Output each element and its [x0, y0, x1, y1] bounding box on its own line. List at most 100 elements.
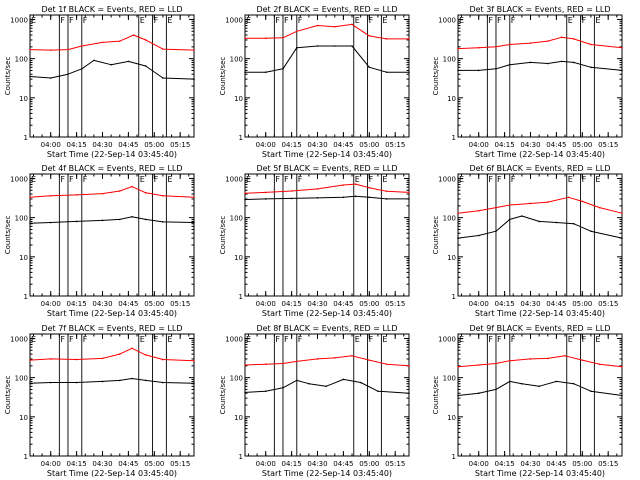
- marker-label: F: [497, 335, 502, 344]
- x-tick-label: 04:00: [41, 300, 61, 308]
- data-point: [333, 25, 336, 28]
- data-point: [75, 381, 78, 384]
- panel-5: Det 5f BLACK = Events, RED = LLD 1 10 100 10…: [219, 164, 410, 318]
- marker-label: F: [298, 175, 303, 184]
- data-point: [590, 390, 592, 393]
- data-point: [477, 46, 480, 49]
- y-tick-label: 1000: [10, 335, 28, 343]
- x-tick-label: 04:15: [495, 300, 515, 308]
- data-point: [67, 48, 69, 51]
- data-point: [29, 359, 31, 361]
- x-axis-label: Start Time (22-Sep-14 03:45:40): [262, 309, 392, 318]
- y-tick-label: 1000: [10, 175, 28, 183]
- marker-label: E: [459, 175, 464, 184]
- marker-label: E: [355, 335, 360, 344]
- marker-label: E: [568, 175, 573, 184]
- data-point: [521, 215, 523, 217]
- data-point: [495, 230, 497, 233]
- data-point: [75, 220, 78, 223]
- data-point: [581, 359, 584, 361]
- y-axis-label: Counts/sec: [4, 216, 12, 255]
- data-point: [29, 48, 31, 51]
- data-point: [131, 347, 133, 350]
- data-point: [131, 377, 133, 380]
- marker-label: F: [83, 335, 88, 344]
- x-tick-label: 05:15: [385, 141, 405, 149]
- data-point: [529, 61, 532, 64]
- data-point: [342, 378, 345, 381]
- x-tick-label: 05:00: [572, 141, 592, 149]
- data-point: [127, 60, 130, 63]
- x-tick-label: 04:45: [333, 460, 353, 468]
- data-point: [80, 45, 83, 47]
- data-point: [101, 380, 104, 383]
- data-point: [581, 200, 584, 203]
- marker-label: E: [167, 335, 172, 344]
- panel-2: Det 2f BLACK = Events, RED = LLD 1 10 100 10…: [219, 5, 410, 159]
- plot-frame: [29, 14, 195, 138]
- series-line-events: [457, 380, 623, 396]
- y-tick-label: 1000: [225, 175, 243, 183]
- x-tick-label: 04:15: [67, 141, 87, 149]
- data-point: [162, 221, 164, 223]
- marker-label: E: [355, 175, 360, 184]
- series-line-events: [244, 195, 409, 200]
- data-point: [144, 192, 147, 194]
- data-point: [118, 40, 121, 42]
- x-tick-label: 04:30: [92, 460, 112, 468]
- data-point: [351, 23, 353, 26]
- plot-frame: [244, 333, 410, 457]
- marker-label: F: [369, 175, 374, 184]
- panel-title: Det 6f BLACK = Events, RED = LLD: [469, 164, 610, 173]
- x-axis-label: Start Time (22-Sep-14 03:45:40): [47, 469, 177, 478]
- marker-label: F: [284, 175, 289, 184]
- data-point: [546, 357, 549, 360]
- data-point: [316, 24, 319, 27]
- y-tick-label: 1: [24, 453, 28, 461]
- series-line-lld: [457, 196, 623, 214]
- series-line-lld: [245, 23, 409, 40]
- y-axis-label: Counts/sec: [219, 216, 227, 255]
- data-point: [49, 195, 52, 197]
- panel-title: Det 5f BLACK = Events, RED = LLD: [256, 164, 397, 173]
- series-line-events: [457, 215, 623, 239]
- data-point: [29, 222, 31, 225]
- y-tick-label: 100: [443, 375, 456, 383]
- data-point: [244, 192, 246, 195]
- data-point: [457, 237, 459, 239]
- y-tick-label: 1000: [10, 16, 28, 24]
- y-axis-label: Counts/sec: [219, 57, 227, 96]
- x-tick-label: 04:45: [546, 141, 566, 149]
- data-point: [264, 390, 267, 393]
- x-tick-label: 05:00: [572, 460, 592, 468]
- panel-title: Det 8f BLACK = Events, RED = LLD: [256, 324, 397, 333]
- data-point: [408, 71, 410, 74]
- x-tick-label: 05:15: [170, 141, 190, 149]
- data-point: [80, 68, 83, 70]
- marker-label: F: [69, 175, 74, 184]
- marker-label: F: [511, 335, 516, 344]
- data-point: [354, 195, 357, 198]
- data-point: [93, 59, 95, 62]
- data-point: [118, 218, 121, 221]
- series-line-events: [29, 59, 195, 80]
- x-axis-label: Start Time (22-Sep-14 03:45:40): [47, 309, 177, 318]
- data-point: [621, 237, 623, 239]
- data-point: [29, 382, 31, 385]
- data-point: [29, 196, 31, 199]
- x-tick-label: 05:00: [144, 460, 164, 468]
- x-tick-label: 04:00: [469, 300, 489, 308]
- marker-label: E: [595, 16, 600, 25]
- data-point: [316, 358, 319, 360]
- marker-label: E: [382, 16, 387, 25]
- data-point: [621, 46, 623, 49]
- data-point: [529, 358, 532, 360]
- data-point: [144, 65, 147, 67]
- data-point: [49, 77, 52, 79]
- series-line-events: [29, 216, 195, 224]
- data-point: [508, 359, 511, 362]
- x-axis-label: Start Time (22-Sep-14 03:45:40): [262, 150, 392, 159]
- data-point: [477, 209, 480, 212]
- data-point: [342, 184, 345, 186]
